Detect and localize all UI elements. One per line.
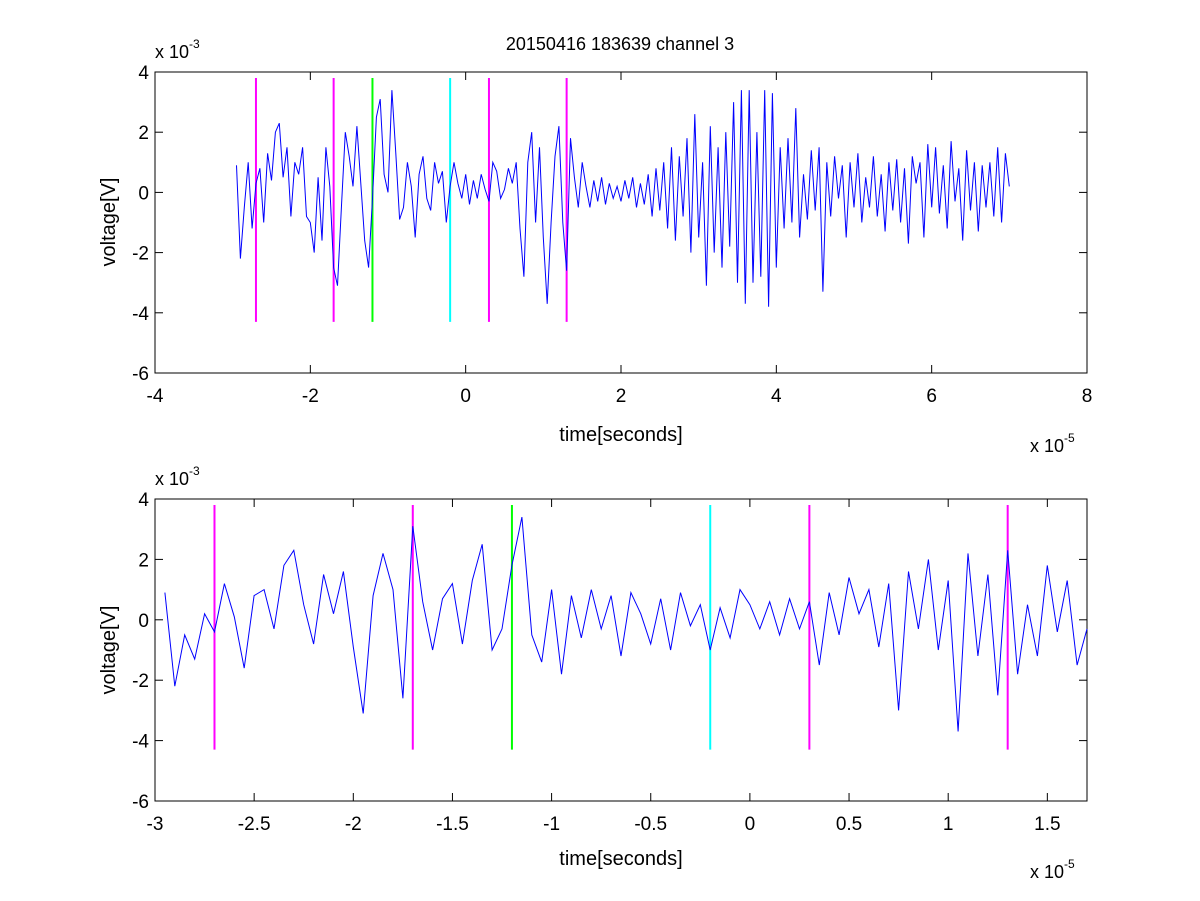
- x-tick-label: 4: [771, 386, 782, 407]
- y-tick-label: -6: [132, 792, 149, 813]
- x-tick-label: -1.5: [436, 814, 469, 835]
- y-tick-label: 2: [138, 123, 149, 144]
- x-axis-label: time[seconds]: [559, 848, 682, 870]
- x-tick-label: 0.5: [836, 814, 862, 835]
- y-exponent-base: x 10: [155, 42, 189, 62]
- signal-line: [236, 90, 1010, 307]
- x-tick-label: -2: [302, 386, 319, 407]
- x-exponent-base: x 10: [1030, 436, 1064, 456]
- x-exponent-base: x 10: [1030, 862, 1064, 882]
- x-tick-label: -1: [543, 814, 560, 835]
- x-exponent-power: -5: [1064, 431, 1075, 445]
- y-tick-label: 2: [138, 550, 149, 571]
- x-tick-label: 2: [616, 386, 627, 407]
- x-exponent-power: -5: [1064, 857, 1075, 871]
- y-tick-label: -6: [132, 364, 149, 385]
- y-tick-label: 0: [138, 611, 149, 632]
- series-group: [236, 90, 1010, 307]
- series-group: [164, 516, 1088, 732]
- event-markers: [254, 78, 568, 322]
- x-tick-label: 1: [943, 814, 954, 835]
- y-axis-label: voltage[V]: [98, 178, 120, 267]
- y-tick-label: -2: [132, 244, 149, 265]
- event-markers: [213, 505, 1009, 750]
- figure-title: 20150416 183639 channel 3: [506, 34, 734, 54]
- x-axis-label: time[seconds]: [559, 424, 682, 446]
- axis-ticks: -3 -2.5 -2 -1.5 -1 -0.5 0 0.5 1 1.5 -6 -4 -2 0 2 4: [132, 490, 1087, 835]
- x-tick-label: -0.5: [634, 814, 667, 835]
- x-tick-label: -3: [147, 814, 164, 835]
- x-tick-label: -4: [147, 386, 164, 407]
- y-tick-label: 0: [138, 183, 149, 204]
- y-tick-label: 4: [138, 63, 149, 84]
- x-tick-label: 1.5: [1034, 814, 1060, 835]
- subplot-bottom: -3 -2.5 -2 -1.5 -1 -0.5 0 0.5 1 1.5 -6 -4 -2 0 2 4 time…: [98, 464, 1088, 882]
- y-exponent-power: -3: [189, 464, 200, 478]
- y-exponent-base: x 10: [155, 469, 189, 489]
- y-axis-label: voltage[V]: [98, 606, 120, 695]
- x-exponent-label: x 10-5: [1030, 857, 1075, 882]
- x-tick-label: 0: [745, 814, 756, 835]
- y-tick-label: -4: [132, 732, 149, 753]
- x-tick-label: -2.5: [238, 814, 271, 835]
- y-tick-label: -2: [132, 671, 149, 692]
- y-exponent-label: x 10-3: [155, 464, 200, 489]
- x-tick-label: -2: [345, 814, 362, 835]
- y-exponent-power: -3: [189, 37, 200, 51]
- plot-frame: [154, 498, 1088, 802]
- x-exponent-label: x 10-5: [1030, 431, 1075, 456]
- x-tick-label: 6: [926, 386, 937, 407]
- y-exponent-label: x 10-3: [155, 37, 200, 62]
- y-tick-label: -4: [132, 304, 149, 325]
- x-tick-label: 0: [460, 386, 471, 407]
- y-tick-label: 4: [138, 490, 149, 511]
- signal-line: [164, 516, 1088, 732]
- x-tick-label: 8: [1082, 386, 1093, 407]
